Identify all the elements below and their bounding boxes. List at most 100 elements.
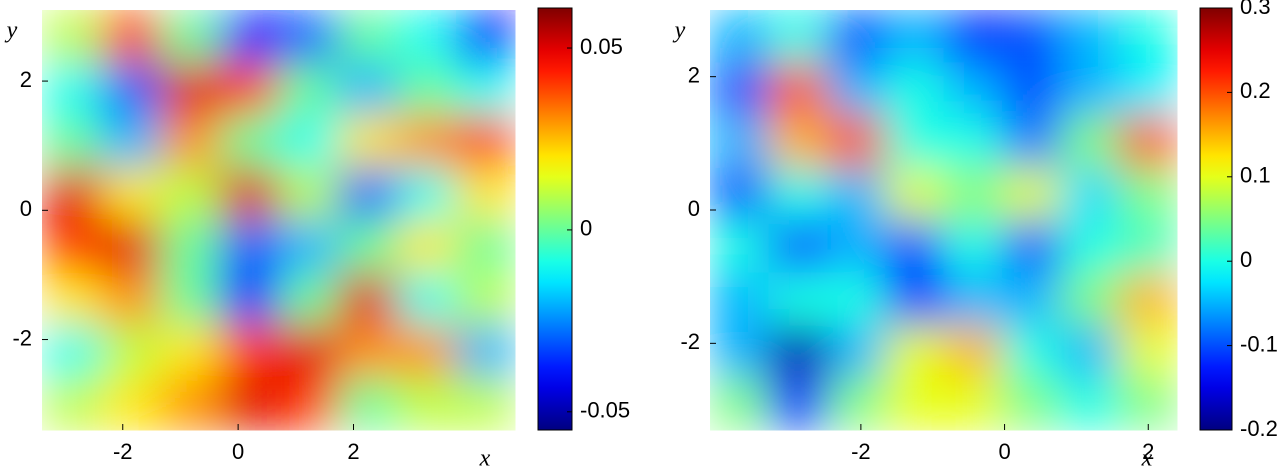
heatmap-cell xyxy=(710,62,769,116)
heatmap-cell xyxy=(101,377,161,431)
y-tick-label: 0 xyxy=(20,196,32,221)
heatmap-cell xyxy=(455,325,516,378)
heatmap-cell xyxy=(219,325,279,378)
heatmap-cell xyxy=(396,325,457,378)
heatmap-cell xyxy=(826,220,886,273)
heatmap-cell xyxy=(885,220,944,273)
x-tick-label: -2 xyxy=(113,439,133,464)
heatmap-cell xyxy=(160,10,220,63)
y-axis-label: y xyxy=(673,18,686,44)
heatmap-cell xyxy=(455,167,516,221)
heatmap-cell xyxy=(1001,62,1061,116)
heatmap-field xyxy=(710,10,1178,431)
heatmap-cell xyxy=(826,377,886,431)
heatmap-cell xyxy=(943,220,1003,273)
heatmap-cell xyxy=(1060,220,1120,273)
heatmap-cell xyxy=(455,10,516,63)
heatmap-cell xyxy=(455,377,516,431)
heatmap-cell xyxy=(42,377,102,431)
heatmap-cell xyxy=(160,62,220,116)
heatmap-cell xyxy=(219,10,279,63)
heatmap-cell xyxy=(885,272,944,326)
colorbar-tick-label: -0.1 xyxy=(1240,331,1278,356)
heatmap-cell xyxy=(943,325,1003,378)
heatmap-cell xyxy=(943,167,1003,221)
heatmap-cell xyxy=(1118,325,1178,378)
heatmap-cell xyxy=(710,220,769,273)
heatmap-cell xyxy=(1001,377,1061,431)
y-tick-label: -2 xyxy=(12,325,32,350)
heatmap-cell xyxy=(101,220,161,273)
heatmap-cell xyxy=(396,62,457,116)
y-tick-label: 2 xyxy=(688,62,700,87)
heatmap-cell xyxy=(101,272,161,326)
heatmap-cell xyxy=(219,167,279,221)
heatmap-cell xyxy=(42,167,102,221)
heatmap-cell xyxy=(943,377,1003,431)
heatmap-cell xyxy=(768,10,828,63)
heatmap-cell xyxy=(885,325,944,378)
heatmap-cell xyxy=(278,272,339,326)
heatmap-cell xyxy=(1001,115,1061,168)
heatmap-cell xyxy=(826,62,886,116)
heatmap-cell xyxy=(768,62,828,116)
heatmap-cell xyxy=(455,115,516,168)
heatmap-cell xyxy=(160,325,220,378)
heatmap-cell xyxy=(278,62,339,116)
y-tick-label: -2 xyxy=(680,329,700,354)
heatmap-cell xyxy=(101,325,161,378)
heatmap-cell xyxy=(396,377,457,431)
heatmap-cell xyxy=(42,272,102,326)
heatmap-cell xyxy=(826,325,886,378)
heatmap-cell xyxy=(1001,167,1061,221)
heatmap-cell xyxy=(278,377,339,431)
x-tick-label: 2 xyxy=(1142,439,1154,464)
heatmap-cell xyxy=(42,10,102,63)
heatmap-cell xyxy=(826,272,886,326)
heatmap-cell xyxy=(826,10,886,63)
heatmap-cell xyxy=(219,272,279,326)
heatmap-cell xyxy=(1001,10,1061,63)
heatmap-cell xyxy=(160,167,220,221)
heatmap-cell xyxy=(219,220,279,273)
colorbar-tick-label: -0.05 xyxy=(580,398,630,423)
colorbar xyxy=(537,7,573,431)
heatmap-cell xyxy=(826,167,886,221)
heatmap-cell xyxy=(1118,377,1178,431)
heatmap-cell xyxy=(219,377,279,431)
heatmap-cell xyxy=(278,10,339,63)
colorbar-tick-label: 0.1 xyxy=(1240,163,1271,188)
colorbar-tick-label: 0.3 xyxy=(1240,0,1271,19)
heatmap-cell xyxy=(885,167,944,221)
heatmap-cell xyxy=(219,62,279,116)
heatmap-cell xyxy=(768,220,828,273)
heatmap-cell xyxy=(219,115,279,168)
heatmap-cell xyxy=(943,62,1003,116)
colorbar-tick-label: 0.05 xyxy=(580,34,623,59)
heatmap-cell xyxy=(278,325,339,378)
heatmap-cell xyxy=(1118,220,1178,273)
heatmap-cell xyxy=(710,325,769,378)
y-tick-label: 2 xyxy=(20,67,32,92)
x-axis-label: x xyxy=(479,446,491,470)
y-axis-label: y xyxy=(5,18,18,44)
heatmap-cell xyxy=(396,220,457,273)
heatmap-cell xyxy=(278,115,339,168)
heatmap-cell xyxy=(768,115,828,168)
heatmap-cell xyxy=(160,220,220,273)
x-axis-label: x xyxy=(1141,446,1153,470)
heatmap-cell xyxy=(42,325,102,378)
colorbar-tick-label: 0 xyxy=(580,216,592,241)
heatmap-cell xyxy=(337,325,398,378)
heatmap-cell xyxy=(1001,272,1061,326)
heatmap-cell xyxy=(337,220,398,273)
heatmap-cell xyxy=(101,62,161,116)
heatmap-cell xyxy=(42,115,102,168)
heatmap-cell xyxy=(1001,220,1061,273)
x-tick-label: -2 xyxy=(851,439,871,464)
heatmap-cell xyxy=(826,115,886,168)
heatmap-cell xyxy=(396,167,457,221)
heatmap-cell xyxy=(337,115,398,168)
